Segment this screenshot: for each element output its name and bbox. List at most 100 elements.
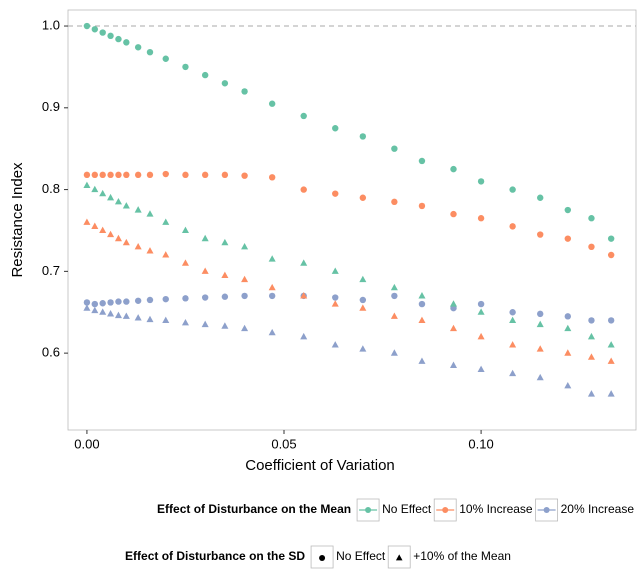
data-point [123,171,130,179]
data-point [537,231,544,238]
data-point [123,298,130,305]
data-point [588,243,595,251]
data-point [537,194,544,201]
data-point [587,353,595,360]
data-point [537,310,544,318]
x-tick-label: 0.05 [271,436,296,451]
data-point [134,171,142,179]
data-point [300,186,307,193]
data-point [107,230,115,238]
data-point [91,26,99,33]
data-point [587,332,595,340]
data-point [181,319,189,326]
data-point [182,295,189,302]
data-point [268,283,276,291]
data-point [162,251,170,258]
data-point [564,349,572,356]
data-point [146,210,154,217]
data-point [564,382,572,389]
data-point [181,259,189,266]
data-point [221,171,229,179]
data-point [182,63,189,71]
data-point [241,172,248,179]
data-point [449,361,458,368]
data-point [418,157,426,165]
data-point [332,190,339,197]
y-axis-label: Resistance Index [9,162,26,278]
data-point [162,295,169,303]
data-point [107,299,114,306]
y-tick-label: 0.8 [42,181,60,196]
data-point [162,55,169,62]
data-point [359,296,367,304]
data-point [99,171,106,179]
data-point [115,171,122,179]
data-point [146,247,154,254]
data-point [449,300,458,307]
data-point [607,251,615,259]
data-point [114,198,122,205]
data-point [607,317,615,324]
data-point [91,300,99,308]
legend-label: No Effect [336,549,386,563]
data-point [162,170,169,178]
data-point [536,373,544,381]
data-point [477,308,485,315]
data-point [115,35,122,43]
data-point [162,218,170,225]
data-point [201,294,209,301]
data-point [99,29,106,36]
data-point [114,234,122,242]
data-point [221,293,229,300]
data-point [477,178,485,185]
data-point [390,283,398,291]
data-point [201,234,209,242]
data-point [587,390,595,397]
legend-label: No Effect [382,502,432,516]
y-tick-label: 0.9 [42,99,60,114]
y-tick-label: 1.0 [42,17,60,32]
data-point [359,304,367,311]
data-point [134,242,142,250]
data-point [450,165,457,173]
data-point [99,300,106,307]
data-point [564,235,572,242]
data-point [607,357,615,364]
y-tick-label: 0.6 [42,345,60,360]
data-point [588,215,595,222]
data-point [99,308,107,315]
data-point [134,44,142,51]
data-point [115,298,122,305]
data-point [241,324,249,332]
data-point [83,299,91,306]
y-tick-label: 0.7 [42,263,60,278]
data-point [300,332,308,340]
data-point [359,194,367,201]
data-point [221,271,229,279]
data-point [221,238,229,246]
data-point [509,186,516,193]
data-point [391,145,398,152]
data-point [146,171,154,179]
data-point [221,322,229,329]
data-point [359,133,367,140]
data-point [201,71,209,79]
x-axis-label: Coefficient of Variation [245,457,395,474]
data-point [509,341,517,348]
data-point [268,174,276,181]
data-point [331,341,339,348]
legend-label: 20% Increase [561,502,635,516]
data-point [134,297,142,304]
data-point [607,235,615,242]
data-point [134,314,142,321]
legend-key-point [319,555,326,561]
legend-key-point [442,507,449,513]
data-point [268,328,276,336]
legend-key-point [365,507,372,513]
data-point [268,100,276,107]
data-point [99,189,107,197]
data-point [391,198,398,206]
data-point [114,311,122,319]
data-point [107,171,114,179]
